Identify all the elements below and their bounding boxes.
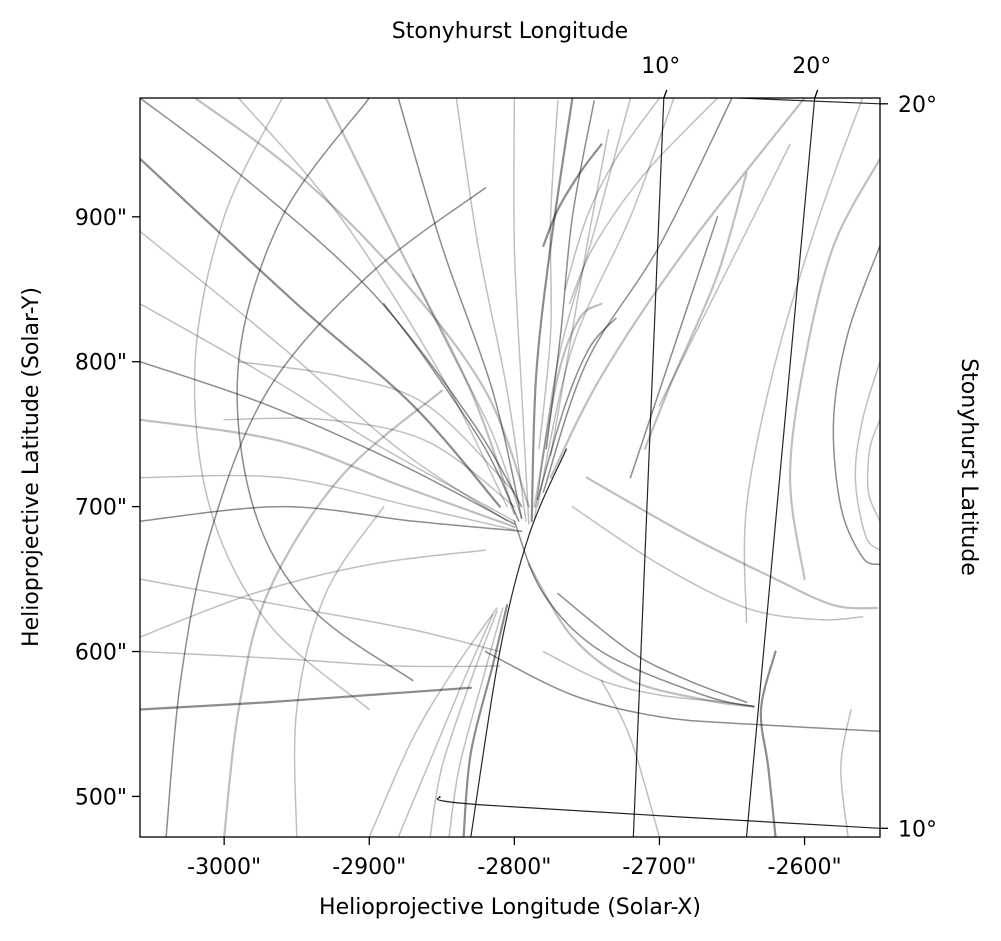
x-tick-label: -2900": [332, 855, 406, 880]
field-line: [455, 98, 527, 522]
field-line: [397, 98, 523, 519]
right-tick-label: 20°: [898, 93, 937, 118]
field-line: [223, 389, 443, 837]
field-line: [530, 98, 574, 523]
field-line: [140, 157, 501, 508]
grid-line-lat-10: [436, 795, 880, 829]
field-line: [513, 98, 530, 525]
field-line: [866, 418, 880, 522]
plot-frame: [139, 97, 881, 838]
field-line: [549, 129, 610, 457]
field-line: [542, 98, 733, 493]
top-axis-title: Stonyhurst Longitude: [392, 19, 628, 44]
field-line: [788, 157, 880, 581]
field-line: [140, 360, 516, 525]
field-line: [536, 98, 675, 508]
field-line: [643, 172, 748, 450]
field-line: [397, 614, 494, 837]
field-line: [484, 650, 880, 732]
x-tick-label: -3000": [187, 855, 261, 880]
y-axis-ticks: 500" 600" 700" 800" 900": [75, 206, 140, 810]
field-line: [194, 98, 530, 508]
x-axis-ticks: -3000" -2900" -2800" -2700" -2600": [187, 837, 842, 880]
field-line: [237, 98, 508, 508]
field-line: [293, 505, 385, 837]
right-axis-title: Stonyhurst Latitude: [956, 358, 981, 576]
field-line: [223, 417, 516, 508]
field-line: [140, 549, 487, 638]
field-line: [193, 98, 371, 711]
coordinate-grid-lines: [436, 98, 880, 837]
top-tick-mark: [814, 89, 819, 99]
field-line: [527, 563, 755, 708]
field-line: [759, 650, 777, 837]
field-line: [533, 302, 603, 508]
field-line: [236, 98, 414, 682]
y-tick-label: 800": [75, 351, 127, 376]
field-line: [533, 98, 632, 519]
field-line: [140, 418, 516, 529]
top-tick-label: 20°: [792, 54, 831, 79]
y-tick-label: 700": [75, 496, 127, 521]
field-line: [140, 303, 516, 522]
field-line: [429, 610, 498, 837]
field-line: [557, 592, 748, 703]
field-line: [832, 245, 880, 566]
field-line: [549, 98, 806, 479]
top-tick-label: 10°: [641, 54, 680, 79]
y-tick-label: 900": [75, 206, 127, 231]
grid-line-lon-0: [470, 448, 568, 837]
top-axis-ticks: 10° 20°: [641, 54, 831, 99]
field-line: [140, 686, 472, 711]
y-axis-title: Helioprojective Latitude (Solar-Y): [19, 287, 44, 647]
field-line: [585, 476, 879, 610]
x-tick-label: -2700": [622, 855, 696, 880]
field-line: [237, 360, 516, 493]
field-lines: [140, 98, 880, 837]
field-line: [412, 274, 523, 519]
field-line: [383, 303, 520, 522]
field-line: [536, 317, 617, 501]
field-line: [658, 143, 791, 406]
field-line: [571, 505, 864, 621]
field-line: [629, 216, 719, 479]
x-tick-label: -2600": [768, 855, 842, 880]
field-line: [368, 607, 498, 837]
right-axis-ticks: 20° 10°: [880, 93, 937, 842]
field-line: [448, 607, 504, 837]
field-line: [513, 520, 755, 708]
grid-line-lon-20: [745, 98, 816, 837]
field-line: [542, 143, 603, 247]
field-line: [568, 98, 719, 305]
field-line: [140, 98, 523, 508]
y-tick-label: 600": [75, 641, 127, 666]
field-line: [854, 360, 880, 551]
field-line: [140, 474, 516, 531]
field-line: [538, 100, 559, 450]
grid-line-lat-20: [722, 98, 880, 105]
field-line: [165, 187, 487, 837]
field-line: [324, 98, 516, 515]
field-line: [564, 98, 661, 291]
field-line: [140, 230, 508, 522]
x-tick-label: -2800": [477, 855, 551, 880]
field-line: [600, 679, 661, 837]
field-line: [840, 708, 852, 837]
x-axis-title: Helioprojective Longitude (Solar-X): [319, 895, 701, 920]
field-line: [545, 100, 595, 450]
field-line: [140, 578, 501, 653]
field-line: [140, 650, 501, 668]
grid-line-lon-10: [632, 98, 665, 837]
y-tick-label: 500": [75, 785, 127, 810]
field-line: [542, 650, 755, 708]
field-line: [140, 505, 523, 533]
field-line: [743, 98, 864, 624]
right-tick-label: 10°: [898, 817, 937, 842]
top-tick-mark: [663, 89, 668, 99]
